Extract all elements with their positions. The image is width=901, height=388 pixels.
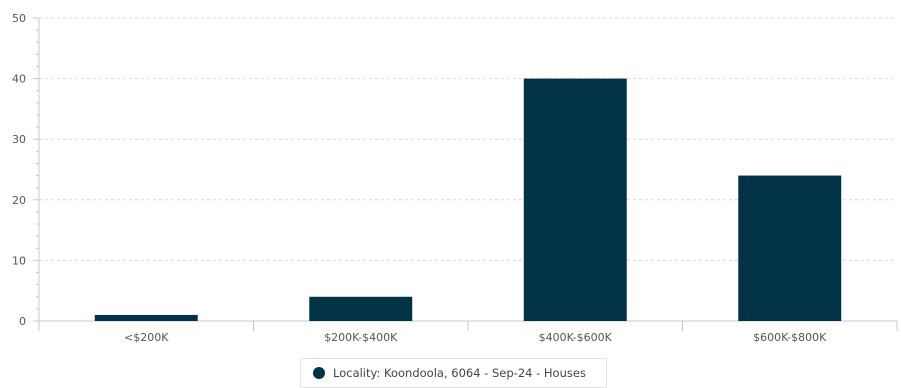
legend[interactable]: Locality: Koondoola, 6064 - Sep-24 - Hou…: [300, 358, 607, 388]
x-tick-label: $400K-$600K: [539, 331, 613, 344]
bar[interactable]: [94, 314, 198, 321]
x-tick-label: $200K-$400K: [324, 331, 398, 344]
tick-labels: 0 10 20 30 40 50 <$200K $200K-$400K $400K-$600K $…: [12, 12, 827, 344]
y-tick-label: 40: [12, 73, 26, 86]
y-tick-label: 20: [12, 194, 26, 207]
y-tick-label: 0: [19, 315, 26, 328]
bar[interactable]: [738, 175, 842, 321]
bars: [94, 78, 842, 321]
y-tick-label: 30: [12, 133, 26, 146]
x-tick-label: <$200K: [124, 331, 169, 344]
legend-marker-icon: [313, 367, 325, 379]
bar[interactable]: [523, 78, 627, 321]
y-tick-label: 50: [12, 12, 26, 25]
x-tick-label: $600K-$800K: [753, 331, 827, 344]
bar-chart: 0 10 20 30 40 50 <$200K $200K-$400K $400K-$600K $…: [12, 12, 898, 344]
bar[interactable]: [309, 296, 413, 321]
legend-label: Locality: Koondoola, 6064 - Sep-24 - Hou…: [333, 366, 586, 380]
y-tick-label: 10: [12, 254, 26, 267]
